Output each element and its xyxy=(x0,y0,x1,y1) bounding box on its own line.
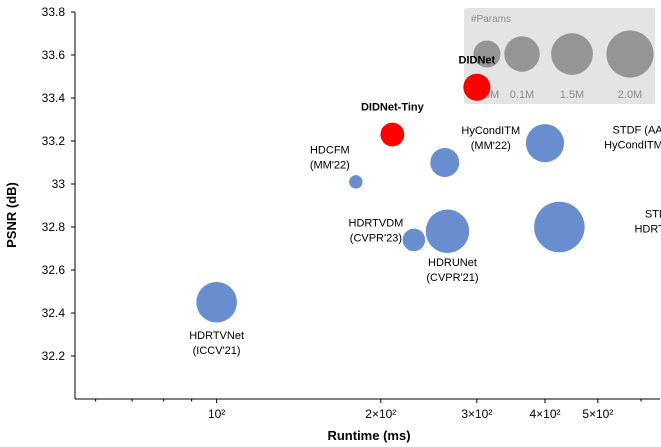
y-tick-label: 32.2 xyxy=(42,349,66,363)
data-point xyxy=(196,281,237,323)
point-label: HDRTVNet (ICCV'21) xyxy=(634,224,661,236)
point-label: (CVPR'21) xyxy=(426,272,478,284)
data-point xyxy=(430,148,460,177)
point-label: HDRTVNet xyxy=(189,330,244,342)
legend-bubble xyxy=(551,33,593,75)
data-point xyxy=(349,175,363,189)
point-labels: HDRTVNet (ICCV'21) HDCFM (MM'22) HDRTVDM (CVP… xyxy=(189,54,661,357)
data-points xyxy=(196,73,585,323)
y-tick-label: 33.4 xyxy=(42,91,66,105)
highlight-point xyxy=(380,122,405,147)
point-label: HDRUNet xyxy=(428,257,477,269)
x-tick-label: 2×10² xyxy=(365,407,396,421)
data-point xyxy=(402,228,426,252)
plot-area xyxy=(74,12,660,400)
point-label: STDF (AAAI'20)+ xyxy=(645,209,661,221)
y-tick-label: 32.8 xyxy=(42,220,66,234)
data-point xyxy=(534,201,585,253)
point-label: (ICCV'21) xyxy=(193,345,241,357)
point-label: HyCondITM (MM'22) xyxy=(604,140,661,152)
y-tick-label: 33.8 xyxy=(42,5,66,19)
point-label: HDRTVDM xyxy=(349,217,404,229)
y-axis-title: PSNR (dB) xyxy=(4,182,19,248)
y-tick-label: 33.6 xyxy=(42,48,66,62)
y-tick-label: 33.2 xyxy=(42,134,66,148)
legend-label: 0.1M xyxy=(510,89,534,101)
highlight-point xyxy=(463,73,491,101)
point-label: (CVPR'23) xyxy=(350,232,402,244)
legend-title: #Params xyxy=(471,14,511,25)
x-tick-label: 5×10² xyxy=(582,407,613,421)
y-tick-label: 33 xyxy=(52,177,66,191)
legend-bubble xyxy=(606,30,654,78)
point-label: DIDNet-Tiny xyxy=(361,102,425,114)
point-label: (MM'22) xyxy=(310,159,350,171)
point-label: (MM'22) xyxy=(471,140,511,152)
legend-label: 1.5M xyxy=(560,89,584,101)
x-tick-label: 4×10² xyxy=(529,407,560,421)
legend-label: 2.0M xyxy=(618,89,642,101)
legend-bubble xyxy=(473,40,501,68)
x-tick-label: 10² xyxy=(208,407,225,421)
y-tick-label: 32.4 xyxy=(42,306,66,320)
point-label: DIDNet xyxy=(459,54,496,66)
axis-ticks: 32.2 32.4 32.6 32.8 33 33.2 33.4 33.6 33.8 10² 2×1… xyxy=(42,5,642,421)
legend-bubble xyxy=(504,36,540,72)
x-tick-label: 3×10² xyxy=(461,407,492,421)
data-point xyxy=(525,124,565,163)
x-axis-title: Runtime (ms) xyxy=(327,428,410,443)
data-point xyxy=(425,209,470,254)
point-label: HDCFM xyxy=(310,144,350,156)
point-label: STDF (AAAI'20)+ xyxy=(613,125,661,137)
y-tick-label: 32.6 xyxy=(42,263,66,277)
point-label: HyCondITM xyxy=(461,125,520,137)
